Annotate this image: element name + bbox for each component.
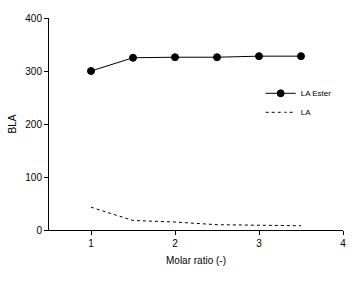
svg-text:LA: LA xyxy=(301,108,311,117)
svg-text:3: 3 xyxy=(256,238,262,249)
svg-text:BLA: BLA xyxy=(7,114,18,133)
svg-text:200: 200 xyxy=(25,119,42,130)
svg-text:1: 1 xyxy=(88,238,94,249)
svg-text:LA Ester: LA Ester xyxy=(301,89,332,98)
svg-text:400: 400 xyxy=(25,13,42,24)
svg-text:100: 100 xyxy=(25,172,42,183)
svg-text:300: 300 xyxy=(25,66,42,77)
svg-text:2: 2 xyxy=(172,238,178,249)
svg-text:4: 4 xyxy=(340,238,346,249)
svg-text:Molar ratio (-): Molar ratio (-) xyxy=(166,255,226,266)
svg-text:0: 0 xyxy=(36,225,42,236)
